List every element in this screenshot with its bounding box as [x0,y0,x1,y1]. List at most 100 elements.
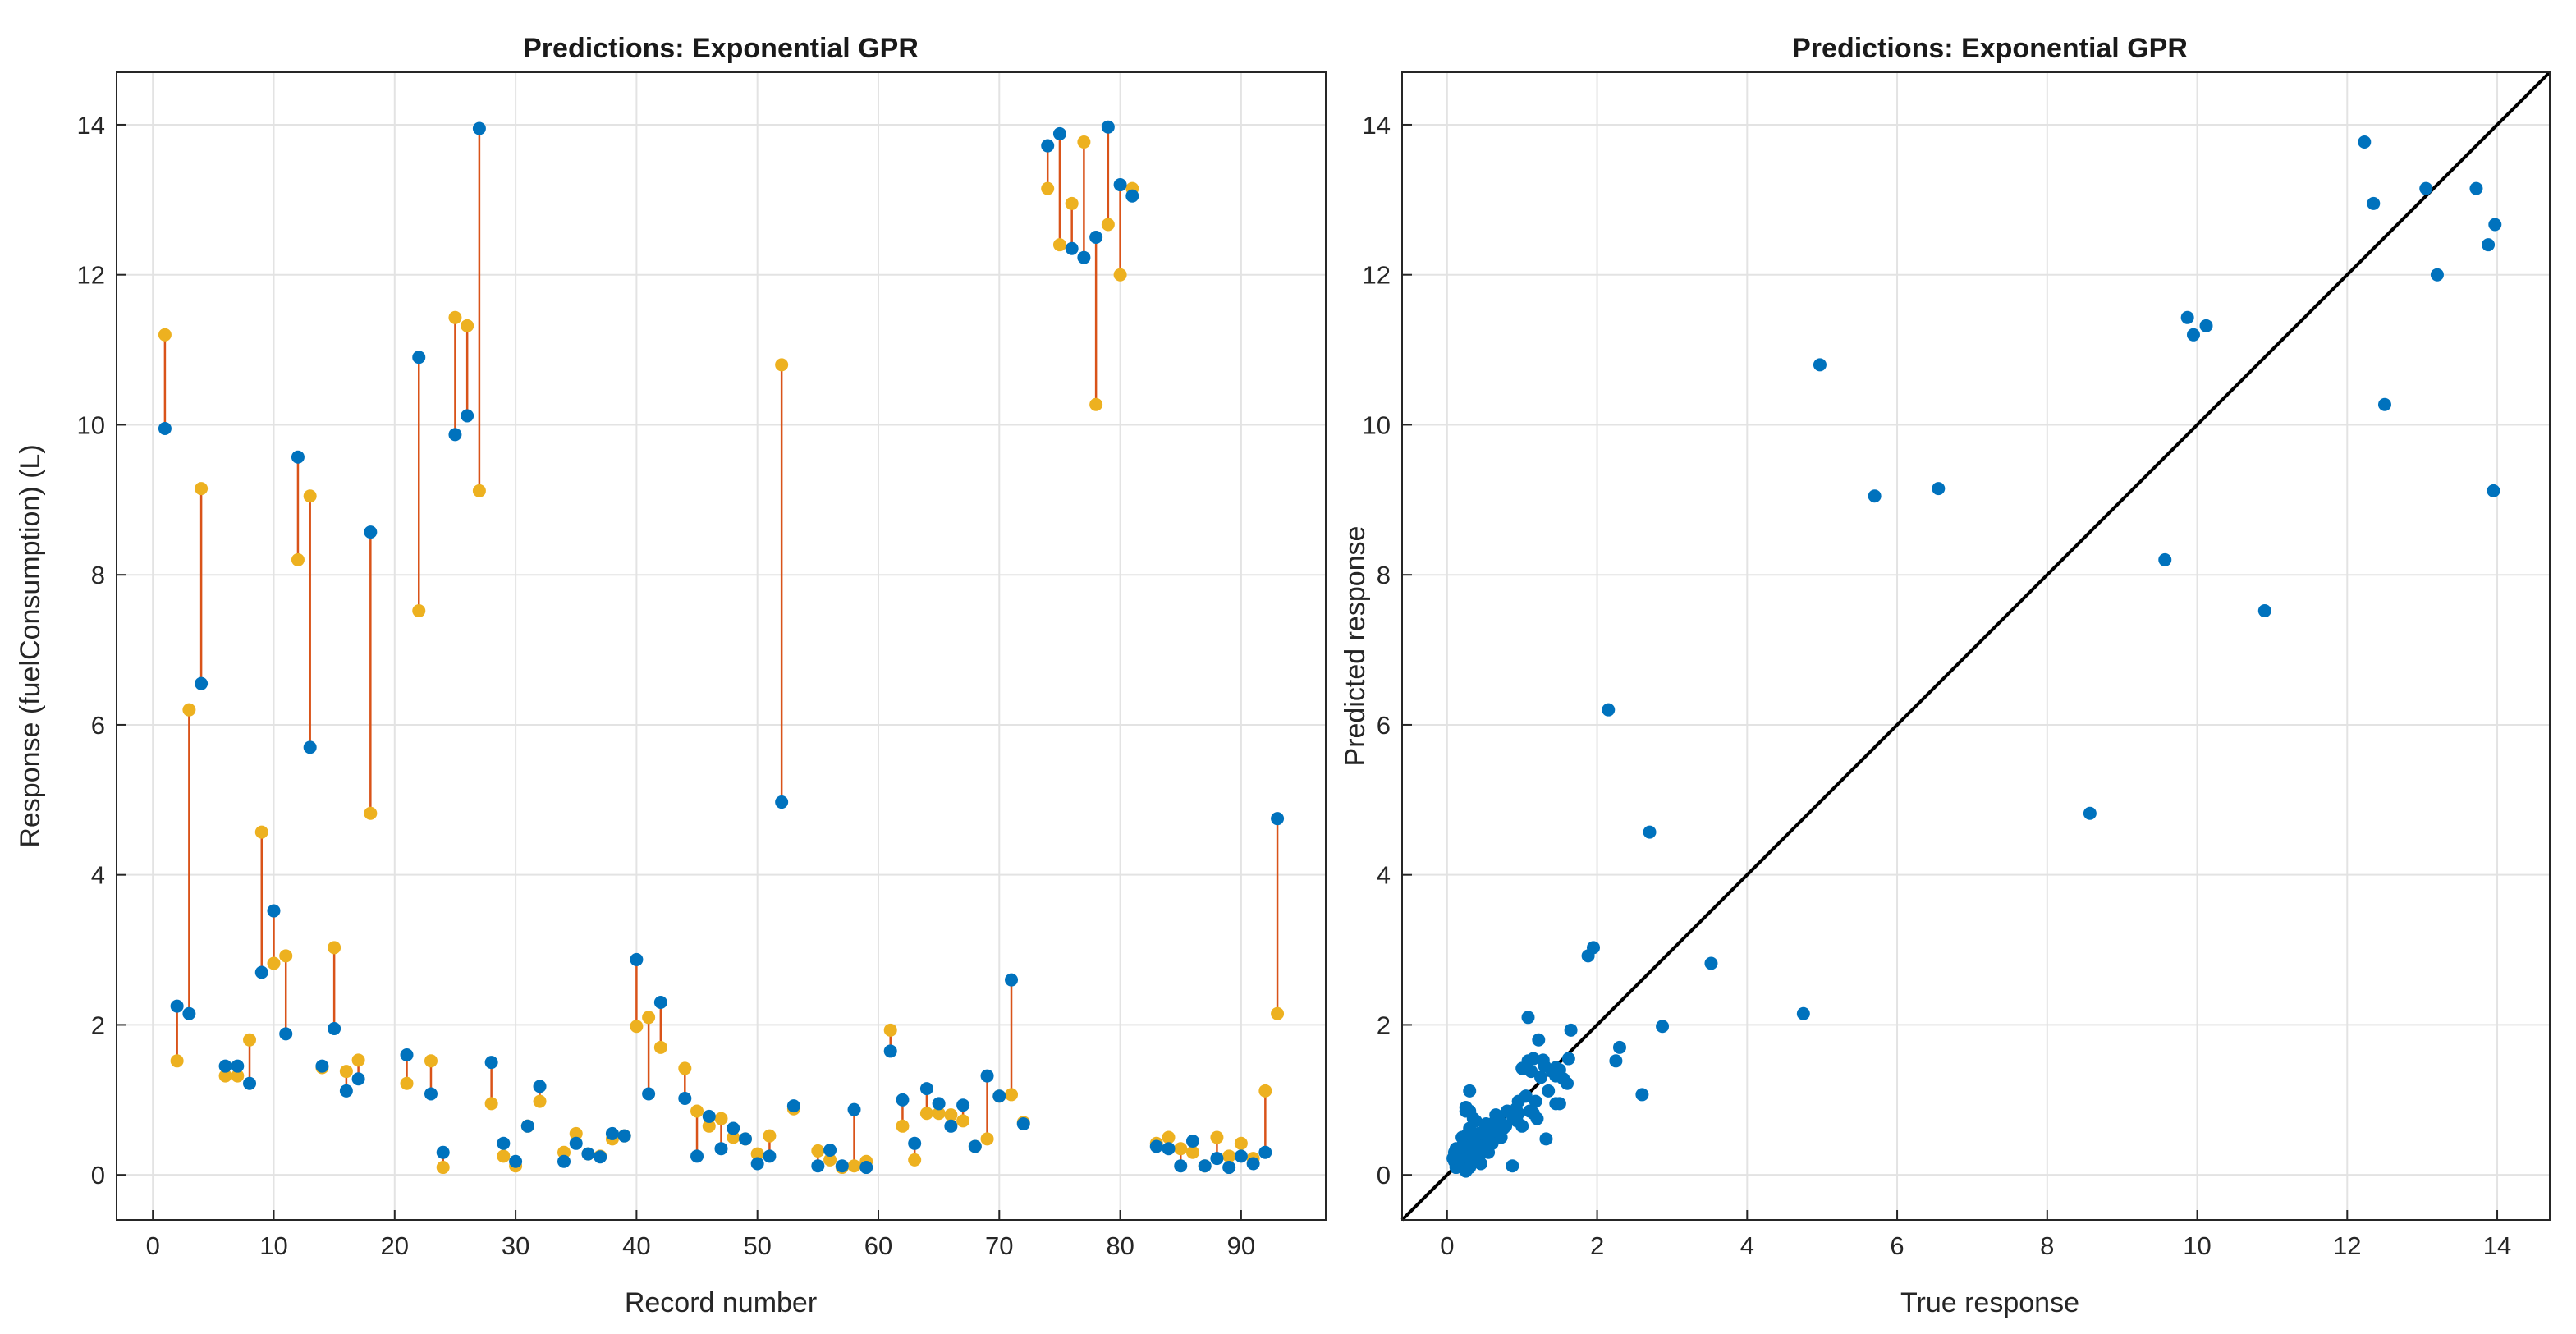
true-point [254,965,268,979]
true-point [436,1145,450,1159]
predicted-point [182,703,196,717]
plot2-xtick-label: 4 [1740,1231,1754,1260]
true-point [424,1087,438,1101]
predicted-point [956,1114,970,1128]
observation-point [1868,489,1882,503]
predicted-point [533,1094,547,1108]
true-point [1258,1145,1272,1159]
plot1-xtick-label: 40 [622,1231,650,1260]
predicted-point [557,1145,571,1159]
plot-true-vs-predicted: Predictions: Exponential GPR 0 2 4 6 8 10 12 14… [1340,33,2551,1318]
plot2-ytick-label: 14 [1363,111,1391,140]
plot-record-number: Predictions: Exponential GPR 0 10 20 30 40 50… [15,33,1327,1318]
plot1-xtick-label: 20 [381,1231,409,1260]
predicted-point [775,358,789,372]
plot1-ytick-label: 4 [91,861,105,890]
observation-point [1526,1052,1540,1066]
true-point [968,1139,982,1153]
plot1-ylabel: Response (fuelConsumption) (L) [15,444,46,847]
plot2-xtick-label: 12 [2333,1231,2361,1260]
true-point [908,1136,922,1150]
predicted-point [896,1119,910,1133]
predicted-point [763,1129,777,1143]
observation-point [1656,1020,1670,1034]
plot1-xtick-label: 60 [864,1231,892,1260]
true-point [364,525,378,539]
predicted-point [400,1076,414,1090]
true-point [400,1047,414,1061]
true-point [412,351,426,364]
observation-point [1561,1052,1575,1066]
true-point [1198,1159,1212,1173]
predicted-point [642,1011,656,1025]
observation-point [1506,1112,1520,1125]
observation-point [1530,1112,1544,1125]
observation-point [1467,1132,1481,1146]
true-point [520,1119,534,1133]
true-point [1246,1157,1260,1171]
true-point [847,1102,861,1116]
plot1-grid [117,72,1326,1220]
true-point [182,1006,196,1020]
plot1-ytick-label: 14 [77,111,105,140]
plot1-xlabel: Record number [625,1287,817,1318]
observation-point [1459,1164,1473,1178]
observation-point [1529,1094,1542,1108]
true-point [702,1109,716,1123]
plot2-xtick-label: 10 [2183,1231,2211,1260]
predicted-point [461,319,474,332]
true-point [1174,1159,1188,1173]
plot1-axes-box [116,71,1327,1221]
observation-point [2367,196,2381,210]
true-point [859,1161,873,1175]
predicted-point [630,1020,644,1034]
predicted-point [944,1108,958,1122]
true-point [642,1087,656,1101]
true-point [218,1059,232,1073]
observation-point [1534,1070,1548,1084]
true-point [351,1072,365,1086]
predicted-point [811,1144,825,1158]
true-point [291,450,305,464]
plot1-ytick-label: 10 [77,410,105,439]
true-point [811,1159,825,1173]
observation-point [1469,1114,1483,1128]
observation-point [1932,482,1946,496]
plot2-ytick-label: 4 [1377,861,1391,890]
predicted-point [750,1147,764,1161]
observation-point [1459,1100,1473,1114]
plot1-xtick-label: 10 [259,1231,287,1260]
true-point [835,1159,849,1173]
predicted-point [279,949,293,963]
perfect-prediction-line [1400,71,2551,1222]
observation-point [1635,1088,1649,1102]
predicted-point [714,1112,728,1125]
plot2-ytick-label: 2 [1377,1011,1391,1039]
observation-point [2377,397,2391,411]
true-point [581,1147,595,1161]
observation-point [2419,181,2433,195]
true-point [932,1097,946,1111]
plot1-ytick-label: 2 [91,1011,105,1039]
predicted-point [1222,1149,1236,1163]
observation-point [1542,1084,1556,1098]
predicted-point [569,1126,583,1140]
true-point [750,1157,764,1171]
observation-point [2158,552,2172,566]
observation-point [2358,135,2372,149]
true-point [678,1091,692,1105]
plot1-xtick-label: 70 [985,1231,1013,1260]
plot1-ytick-label: 8 [91,561,105,589]
plot2-xtick-label: 2 [1590,1231,1604,1260]
plot2-xlabel: True response [1900,1287,2079,1318]
observation-point [1532,1033,1546,1047]
predicted-point [823,1153,837,1167]
observation-point [1463,1084,1477,1098]
plot2-ytick-label: 0 [1377,1161,1391,1190]
plot2-ticks: 0 2 4 6 8 10 12 14 0 2 4 6 8 10 12 14 [1363,111,2512,1260]
true-point [1234,1149,1248,1163]
true-point [243,1076,257,1090]
plot2-axes-box [1401,71,2551,1221]
observation-point [1474,1157,1487,1171]
true-point [1113,178,1127,192]
